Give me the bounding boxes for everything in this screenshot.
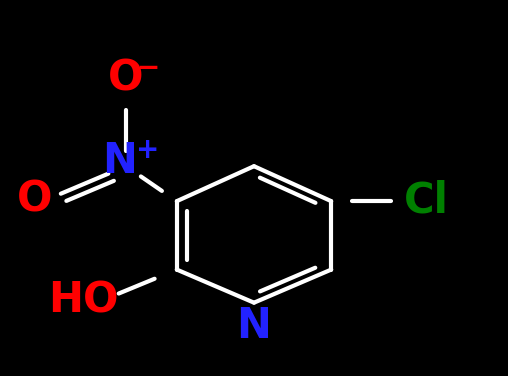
Text: N: N [237,305,271,347]
Text: +: + [136,136,159,164]
Text: Cl: Cl [404,179,449,221]
Text: HO: HO [49,280,119,322]
Text: −: − [137,54,161,82]
Text: N: N [102,140,137,182]
Text: O: O [108,58,144,100]
Text: O: O [17,178,52,220]
